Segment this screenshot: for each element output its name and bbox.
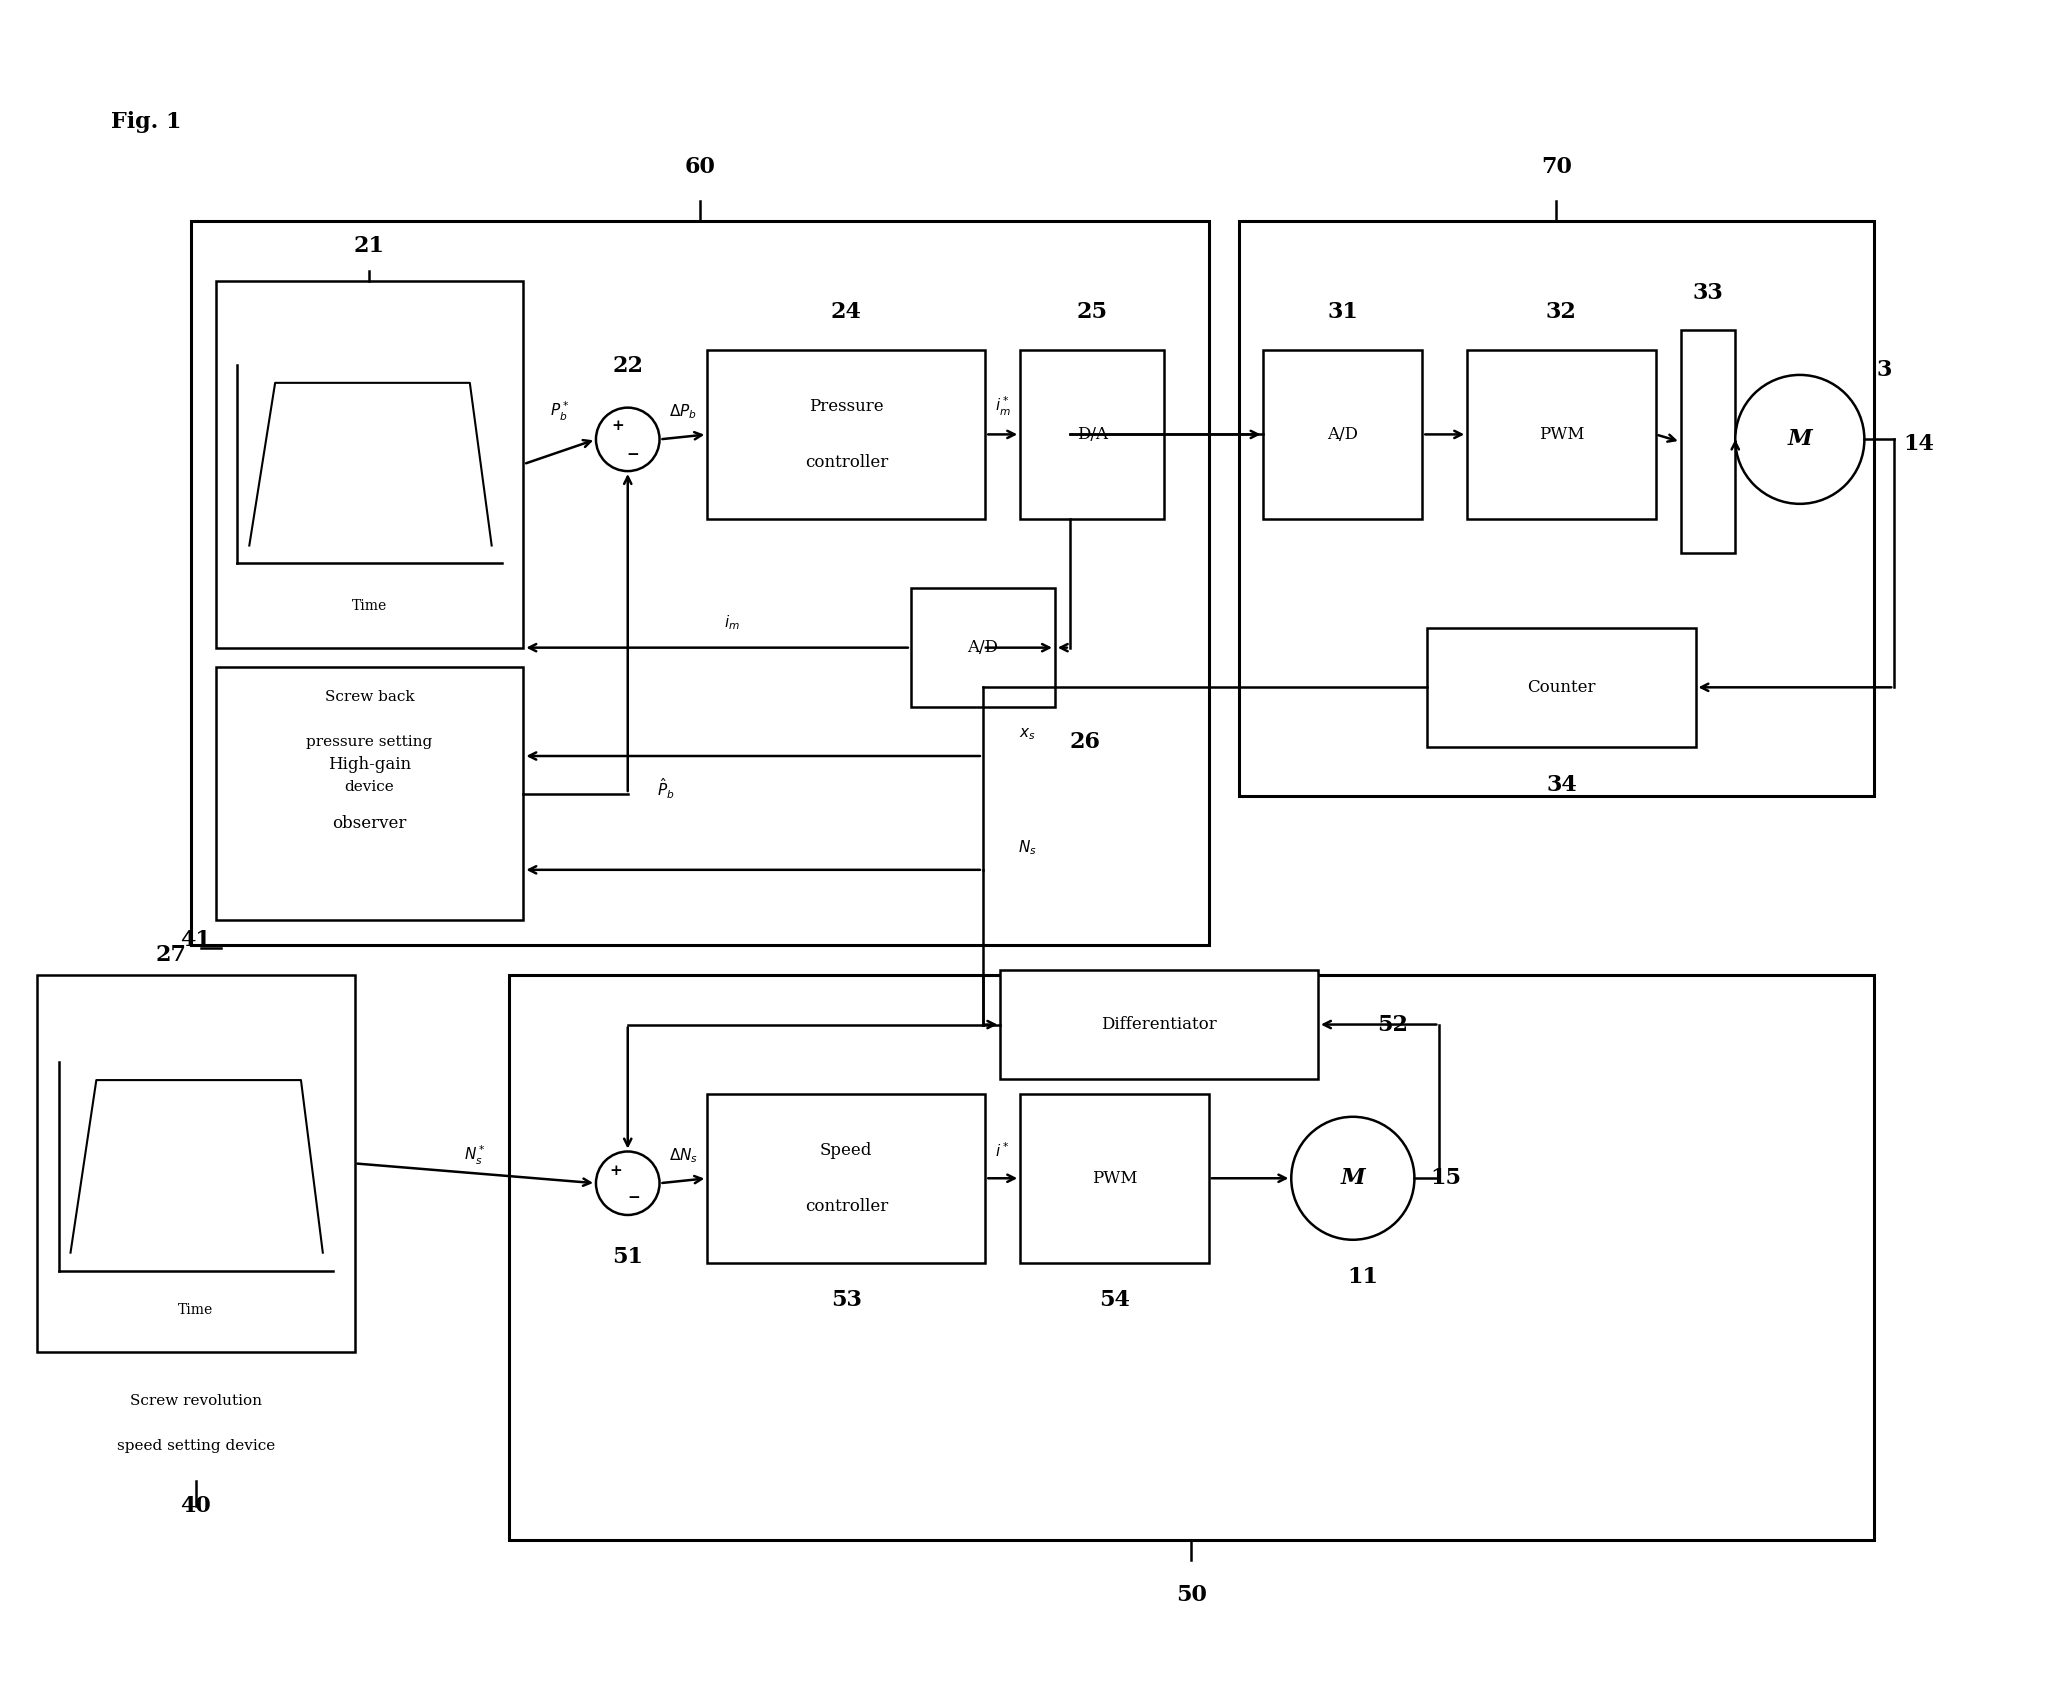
Text: $i_m^*$: $i_m^*$ (995, 395, 1011, 419)
Bar (707, 349, 984, 519)
Text: 60: 60 (685, 156, 716, 178)
Text: 50: 50 (1177, 1584, 1208, 1606)
Bar (1020, 349, 1164, 519)
Text: $x_s$: $x_s$ (1020, 726, 1036, 743)
Text: +: + (612, 419, 625, 434)
Bar (37, 975, 354, 1352)
Text: 52: 52 (1377, 1014, 1408, 1036)
Text: A/D: A/D (1328, 426, 1359, 443)
Text: controller: controller (804, 1197, 887, 1214)
Text: 22: 22 (612, 354, 643, 377)
Text: 15: 15 (1431, 1167, 1462, 1189)
Text: Pressure: Pressure (809, 399, 883, 416)
Text: 14: 14 (1903, 434, 1934, 455)
Text: 41: 41 (180, 929, 211, 951)
Text: observer: observer (333, 816, 407, 833)
Text: Screw revolution: Screw revolution (130, 1394, 263, 1408)
Text: Counter: Counter (1526, 678, 1596, 695)
Bar (1427, 628, 1696, 746)
Text: PWM: PWM (1092, 1170, 1137, 1187)
Text: 51: 51 (612, 1245, 643, 1267)
Text: 21: 21 (354, 236, 385, 258)
Text: PWM: PWM (1539, 426, 1584, 443)
Bar (190, 220, 1210, 945)
Text: pressure setting: pressure setting (306, 734, 432, 750)
Text: 32: 32 (1547, 302, 1578, 324)
Text: $\Delta N_s$: $\Delta N_s$ (668, 1146, 697, 1165)
Text: $P_b^*$: $P_b^*$ (550, 400, 569, 424)
Text: 24: 24 (831, 302, 862, 324)
Text: Time: Time (352, 599, 387, 612)
Bar (707, 1094, 984, 1262)
Text: 33: 33 (1692, 282, 1723, 304)
Text: 25: 25 (1077, 302, 1108, 324)
Bar (1466, 349, 1656, 519)
Text: M: M (1340, 1167, 1365, 1189)
Bar (1020, 1094, 1210, 1262)
Text: 26: 26 (1069, 731, 1100, 753)
Text: $N_s^*$: $N_s^*$ (465, 1143, 486, 1167)
Text: $i^*$: $i^*$ (995, 1141, 1009, 1160)
Circle shape (596, 407, 660, 471)
Bar (1239, 220, 1874, 797)
Text: 40: 40 (180, 1494, 211, 1516)
Bar (1264, 349, 1423, 519)
Text: 11: 11 (1346, 1267, 1377, 1289)
Text: $\Delta P_b$: $\Delta P_b$ (670, 402, 697, 421)
Text: Differentiator: Differentiator (1102, 1016, 1218, 1033)
Text: device: device (345, 780, 395, 794)
Bar (509, 975, 1874, 1540)
Circle shape (1290, 1116, 1415, 1240)
Text: Speed: Speed (821, 1141, 873, 1158)
Text: $N_s$: $N_s$ (1017, 838, 1036, 858)
Text: speed setting device: speed setting device (116, 1440, 275, 1453)
Bar (215, 668, 523, 921)
Text: D/A: D/A (1077, 426, 1108, 443)
Text: $\hat{P}_b$: $\hat{P}_b$ (658, 777, 674, 801)
Text: 3: 3 (1876, 360, 1892, 382)
Circle shape (596, 1152, 660, 1214)
Text: −: − (627, 1191, 641, 1206)
Text: 31: 31 (1328, 302, 1359, 324)
Bar (215, 280, 523, 648)
Text: M: M (1787, 429, 1812, 451)
Text: Time: Time (178, 1303, 213, 1318)
Text: Fig. 1: Fig. 1 (112, 110, 182, 132)
Text: −: − (627, 448, 639, 463)
Text: Screw back: Screw back (325, 690, 414, 704)
Circle shape (1735, 375, 1865, 504)
Bar (1681, 331, 1735, 553)
Bar (910, 589, 1055, 707)
Text: 34: 34 (1547, 773, 1576, 795)
Text: A/D: A/D (968, 639, 999, 656)
Text: 54: 54 (1098, 1289, 1129, 1311)
Text: controller: controller (804, 455, 887, 471)
Text: $i_m$: $i_m$ (724, 614, 740, 633)
Text: 70: 70 (1541, 156, 1572, 178)
Text: High-gain: High-gain (329, 756, 412, 773)
Bar (1001, 970, 1317, 1079)
Text: 53: 53 (831, 1289, 862, 1311)
Text: 27: 27 (155, 945, 186, 967)
Text: +: + (610, 1165, 622, 1179)
